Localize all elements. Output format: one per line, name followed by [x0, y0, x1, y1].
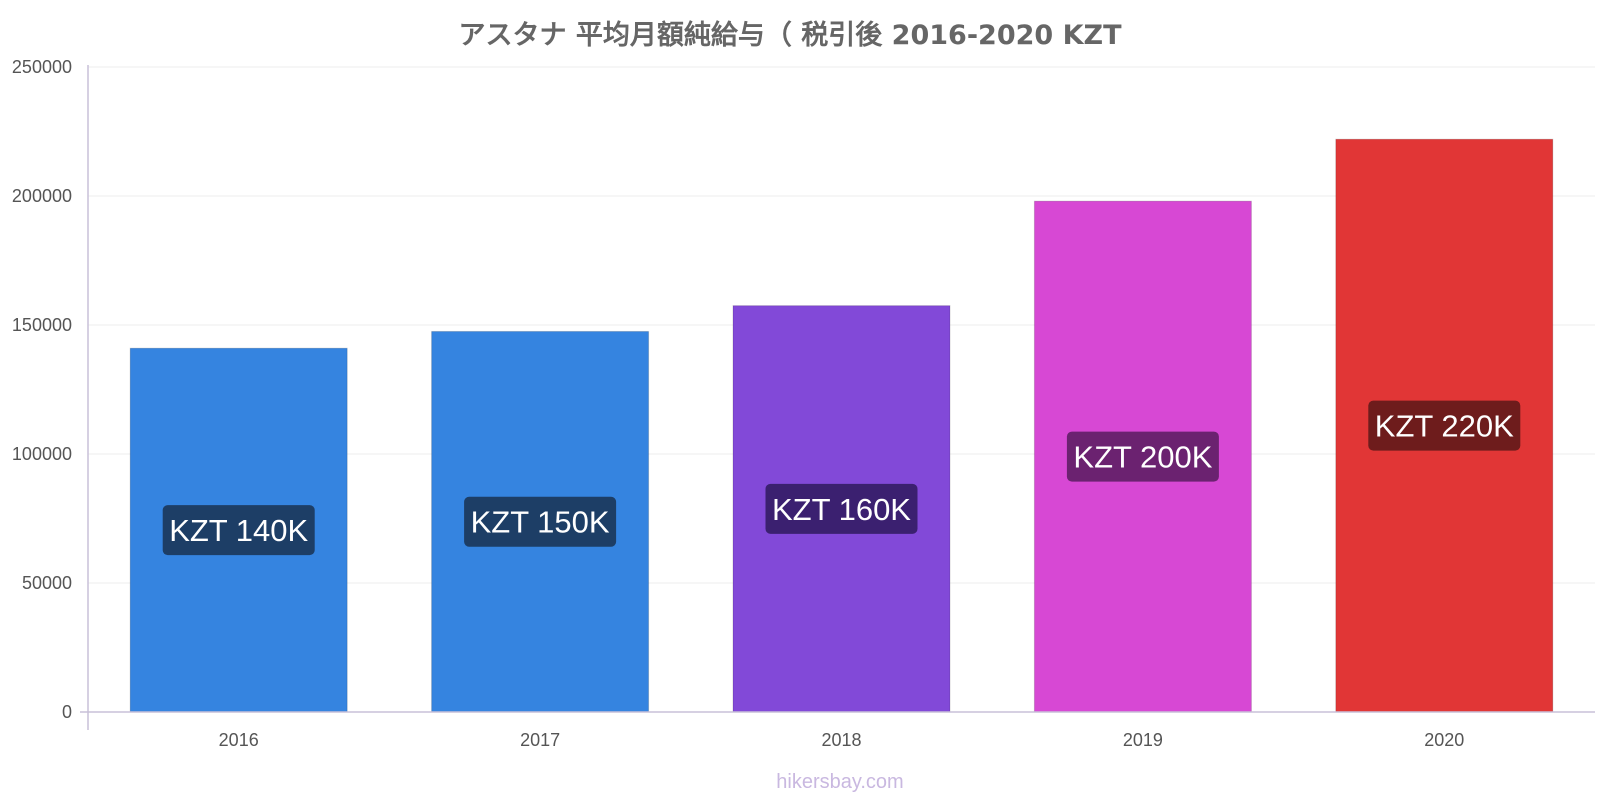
- x-tick-label: 2018: [821, 730, 861, 750]
- data-label: KZT 160K: [772, 492, 911, 527]
- data-label-bg: [765, 483, 918, 534]
- y-tick-label: 0: [62, 702, 72, 722]
- data-label-bg: [162, 505, 315, 556]
- x-axis-ticks: 2016 2017 2018 2019 2020: [219, 730, 1465, 750]
- data-label-bg: [1368, 400, 1521, 451]
- data-labels: KZT 140K KZT 150K KZT 160K KZT 200K KZT 220K: [162, 400, 1521, 556]
- watermark: hikersbay.com: [776, 771, 903, 793]
- y-tick-label: 50000: [22, 573, 72, 593]
- axes: [80, 65, 1595, 730]
- y-tick-label: 100000: [12, 444, 72, 464]
- data-label: KZT 150K: [471, 505, 610, 540]
- y-axis-ticks: 0 50000 100000 150000 200000 250000: [12, 57, 72, 722]
- data-label-bg: [1066, 431, 1219, 482]
- x-tick-label: 2017: [520, 730, 560, 750]
- data-label-bg: [464, 496, 617, 547]
- y-tick-label: 250000: [12, 57, 72, 77]
- data-label: KZT 220K: [1375, 409, 1514, 444]
- chart-title: アスタナ 平均月額純給与（ 税引後 2016-2020 KZT: [458, 19, 1122, 51]
- y-tick-label: 200000: [12, 186, 72, 206]
- x-tick-label: 2020: [1424, 730, 1464, 750]
- bars: [129, 138, 1554, 713]
- x-tick-label: 2016: [219, 730, 259, 750]
- x-tick-label: 2019: [1123, 730, 1163, 750]
- data-label: KZT 140K: [169, 513, 308, 548]
- y-tick-label: 150000: [12, 315, 72, 335]
- data-label: KZT 200K: [1073, 440, 1212, 475]
